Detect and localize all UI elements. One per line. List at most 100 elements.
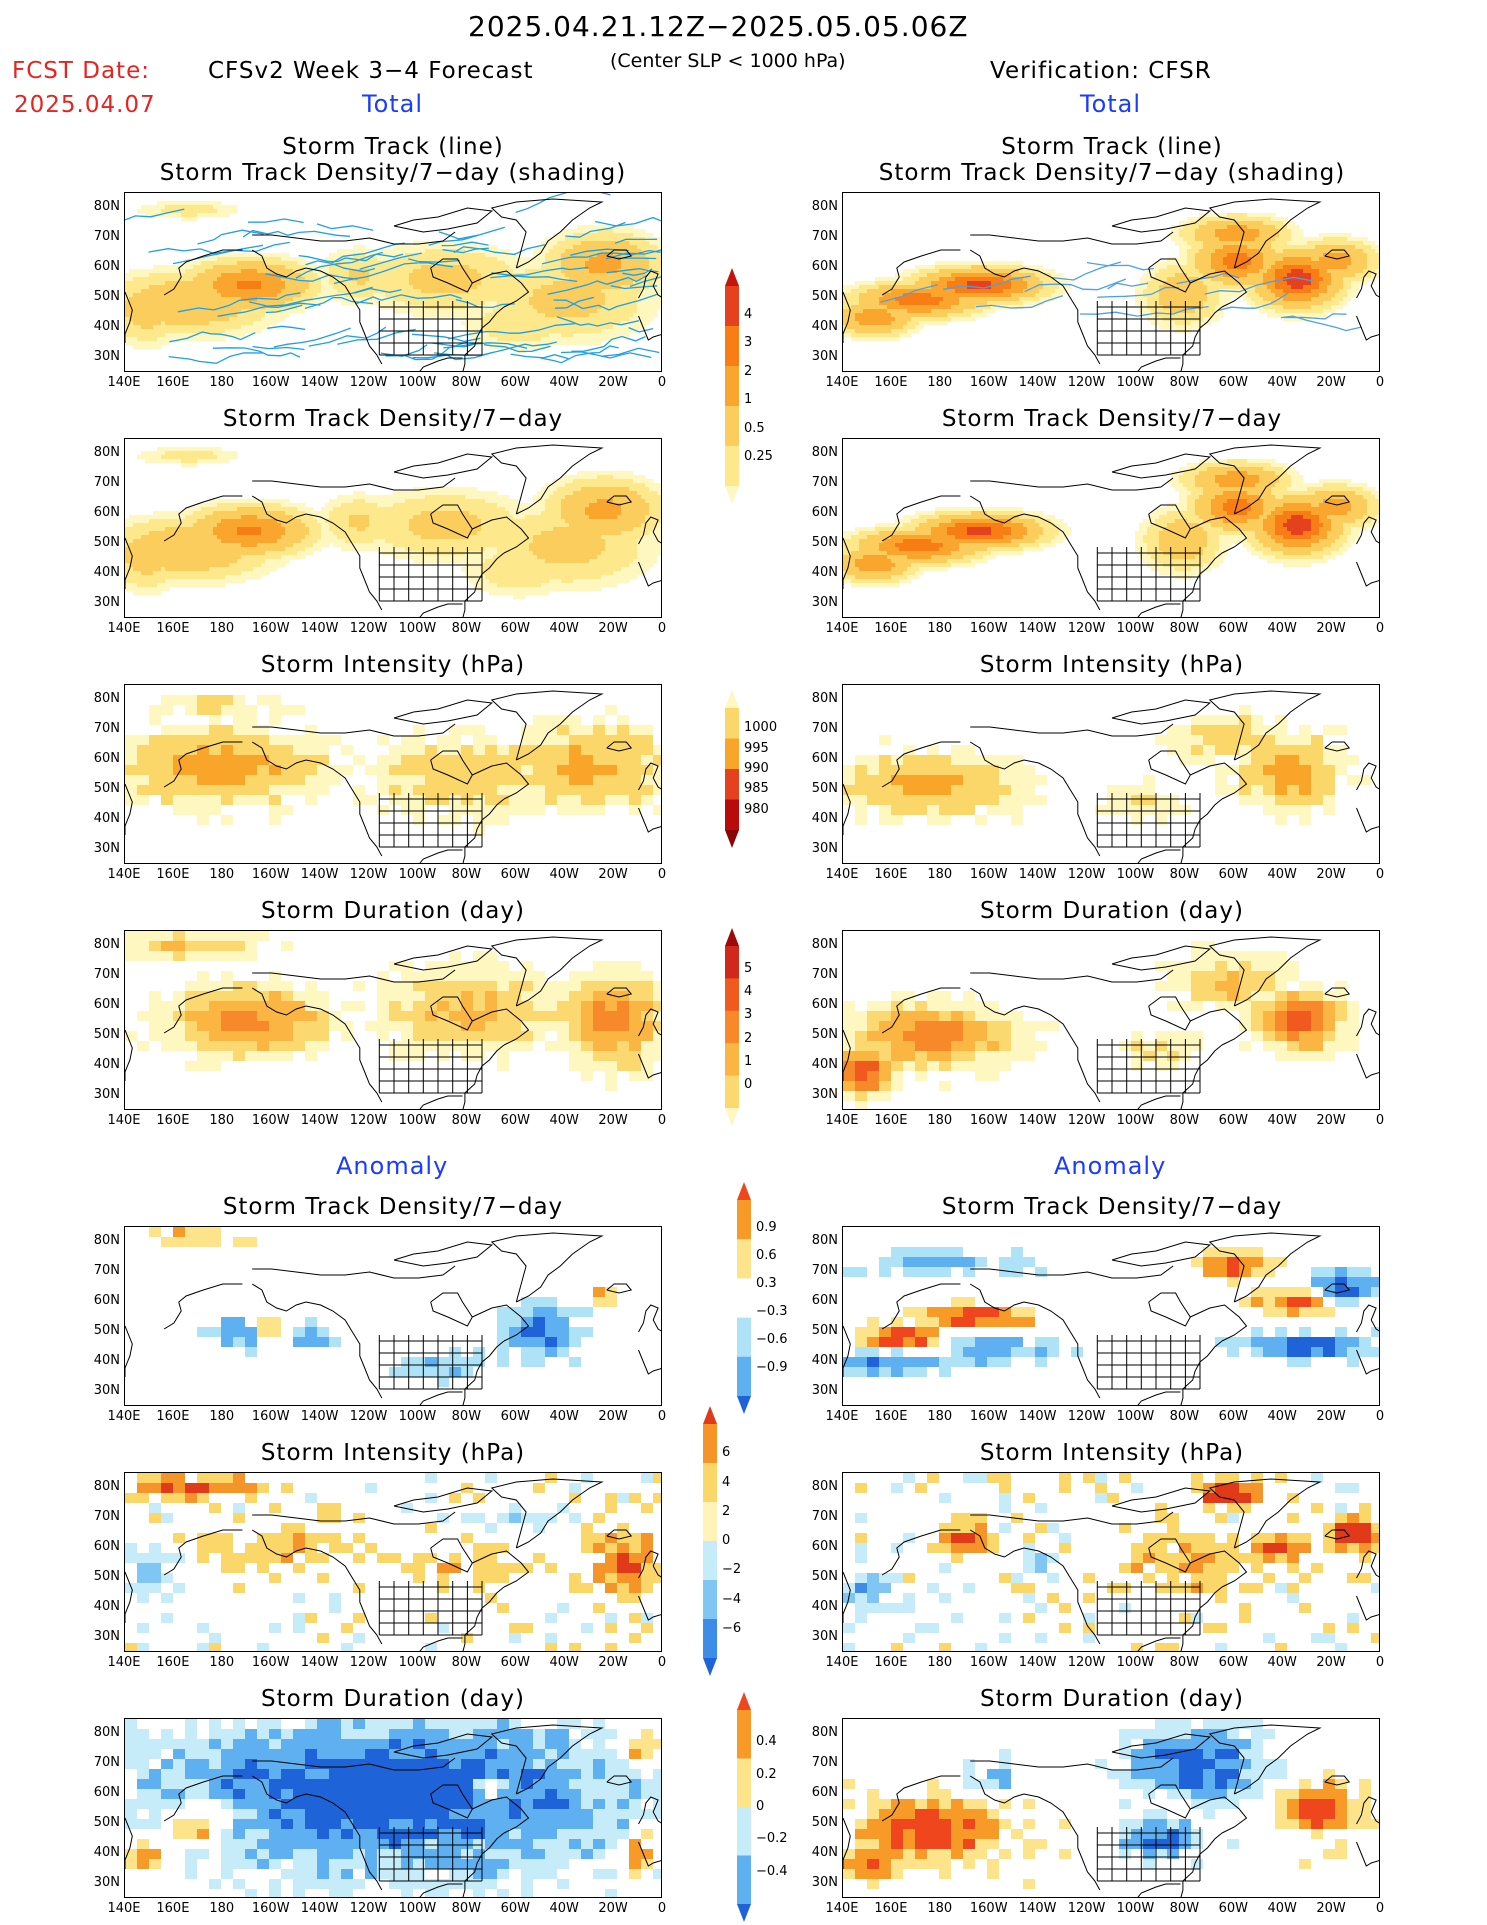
lat-tick-label: 40N xyxy=(93,319,120,334)
lon-tick-label: 140E xyxy=(825,621,859,636)
lat-tick-label: 60N xyxy=(93,997,120,1012)
lat-tick-label: 30N xyxy=(93,1087,120,1102)
lat-tick-label: 70N xyxy=(811,721,838,736)
lon-tick-label: 140W xyxy=(1018,1113,1057,1128)
lon-tick-label: 180 xyxy=(209,1409,235,1424)
lat-tick-label: 80N xyxy=(811,445,838,460)
storm-track-lines xyxy=(125,193,661,364)
date-range-title: 2025.04.21.12Z−2025.05.05.06Z xyxy=(468,10,969,43)
lon-tick-label: 40W xyxy=(549,1409,579,1424)
colorbar-segment xyxy=(725,286,739,327)
panel-title-track-shading-left: Storm Track Density/7−day (shading) xyxy=(159,160,627,186)
lat-tick-label: 60N xyxy=(811,259,838,274)
panel-title-track-line-left: Storm Track (line) xyxy=(282,134,504,160)
coastline xyxy=(843,690,1379,863)
colorbar-label: 3 xyxy=(744,335,753,351)
lat-tick-label: 80N xyxy=(93,1479,120,1494)
colorbar-label: 4 xyxy=(744,306,753,322)
panel-title-intensity-right: Storm Intensity (hPa) xyxy=(979,652,1245,678)
lon-tick-label: 140E xyxy=(825,375,859,390)
lon-tick-label: 140E xyxy=(825,1409,859,1424)
lon-tick-label: 60W xyxy=(1218,1655,1248,1670)
colorbar-segment xyxy=(725,1010,739,1044)
lon-tick-label: 160W xyxy=(969,621,1008,636)
map-track-line-forecast xyxy=(124,192,662,372)
lon-tick-label: 80W xyxy=(1169,1409,1200,1424)
lon-tick-label: 20W xyxy=(598,1655,628,1670)
lon-tick-label: 160W xyxy=(251,1409,290,1424)
lon-tick-label: 100W xyxy=(1116,621,1155,636)
lon-tick-label: 60W xyxy=(1218,867,1248,882)
lon-tick-label: 100W xyxy=(398,621,437,636)
lon-tick-label: 0 xyxy=(1375,375,1385,390)
lat-tick-label: 60N xyxy=(93,751,120,766)
coastline xyxy=(843,444,1379,617)
lat-tick-label: 30N xyxy=(811,1383,838,1398)
map-svg-density-cfsr xyxy=(843,444,1379,617)
lon-tick-label: 80W xyxy=(451,1113,482,1128)
coastline xyxy=(843,198,1379,371)
lon-tick-label: 60W xyxy=(1218,1409,1248,1424)
lat-tick-label: 50N xyxy=(93,535,120,550)
panel-title-duration-right: Storm Duration (day) xyxy=(980,898,1244,924)
colorbar-segment xyxy=(737,1807,751,1856)
lat-tick-label: 40N xyxy=(811,319,838,334)
lat-tick-label: 60N xyxy=(811,997,838,1012)
map-duration-forecast xyxy=(124,930,662,1110)
lat-tick-label: 80N xyxy=(93,937,120,952)
coastline xyxy=(125,1478,661,1651)
lon-tick-label: 160E xyxy=(874,1655,908,1670)
lat-tick-label: 70N xyxy=(93,1755,120,1770)
lon-tick-label: 60W xyxy=(500,1901,530,1916)
lat-tick-label: 40N xyxy=(811,565,838,580)
lon-tick-label: 140E xyxy=(107,375,141,390)
lon-tick-label: 140E xyxy=(107,1655,141,1670)
colorbar-label: 985 xyxy=(744,781,769,797)
map-svg-density-anom-forecast xyxy=(125,1227,661,1405)
lat-tick-label: 50N xyxy=(93,1815,120,1830)
lon-tick-label: 140W xyxy=(1018,867,1057,882)
lon-tick-label: 100W xyxy=(398,375,437,390)
colorbar-density_anom xyxy=(737,1182,751,1414)
lat-tick-label: 50N xyxy=(93,1569,120,1584)
lon-tick-label: 140E xyxy=(107,867,141,882)
lat-tick-label: 60N xyxy=(811,505,838,520)
lat-tick-label: 80N xyxy=(93,691,120,706)
lon-tick-label: 80W xyxy=(1169,1655,1200,1670)
lon-tick-label: 100W xyxy=(1116,867,1155,882)
lon-tick-label: 80W xyxy=(1169,375,1200,390)
colorbar-segment xyxy=(703,1424,717,1464)
panel-title-duration-left: Storm Duration (day) xyxy=(261,898,525,924)
colorbar-bottom-arrow xyxy=(725,486,739,504)
lat-tick-label: 60N xyxy=(811,1539,838,1554)
lat-tick-label: 80N xyxy=(93,1233,120,1248)
lon-tick-label: 180 xyxy=(209,375,235,390)
lon-tick-label: 100W xyxy=(398,1113,437,1128)
lon-tick-label: 120W xyxy=(1067,621,1106,636)
lon-tick-label: 20W xyxy=(598,1409,628,1424)
lon-tick-label: 60W xyxy=(1218,1113,1248,1128)
colorbar-intensity_anom xyxy=(703,1406,717,1676)
map-duration-anom-forecast xyxy=(124,1718,662,1898)
colorbar-segment xyxy=(725,738,739,770)
lon-tick-label: 160E xyxy=(874,867,908,882)
lon-tick-label: 160E xyxy=(874,375,908,390)
coastline xyxy=(125,198,661,371)
lat-tick-label: 70N xyxy=(93,721,120,736)
lat-tick-label: 60N xyxy=(93,259,120,274)
lat-tick-label: 70N xyxy=(811,1755,838,1770)
lon-tick-label: 0 xyxy=(1375,1901,1385,1916)
map-duration-anom-cfsr xyxy=(842,1718,1380,1898)
panel-title-intensity-anom-right: Storm Intensity (hPa) xyxy=(979,1440,1245,1466)
lon-tick-label: 140W xyxy=(1018,375,1057,390)
map-duration-cfsr xyxy=(842,930,1380,1110)
colorbar-label: 0.3 xyxy=(756,1276,777,1291)
lat-tick-label: 50N xyxy=(811,1815,838,1830)
lat-tick-label: 50N xyxy=(93,781,120,796)
coastline xyxy=(125,1724,661,1897)
lon-tick-label: 0 xyxy=(1375,867,1385,882)
colorbar-label: −0.4 xyxy=(756,1863,788,1879)
lat-tick-label: 40N xyxy=(811,811,838,826)
lat-tick-label: 30N xyxy=(811,1875,838,1890)
lat-tick-label: 30N xyxy=(93,595,120,610)
